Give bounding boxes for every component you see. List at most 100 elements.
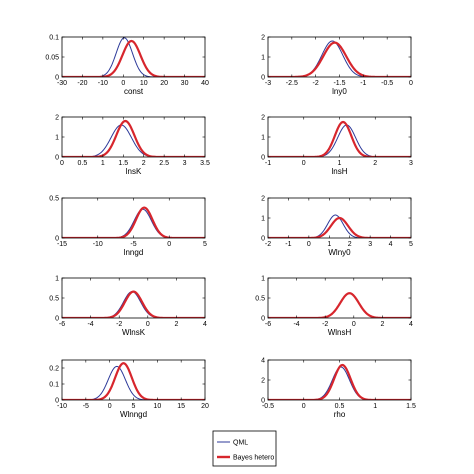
x-tick-label: 0	[121, 80, 125, 87]
x-tick-label: 0	[167, 241, 171, 248]
x-tick-label: -5	[130, 241, 136, 248]
plot-frame	[267, 116, 412, 158]
y-tick-label: 2	[261, 378, 265, 385]
y-tick-label: 0	[261, 398, 265, 405]
x-tick-label: 40	[201, 80, 209, 87]
plot-frame	[61, 197, 206, 239]
series-line-qml	[62, 37, 205, 77]
y-tick-label: 0	[55, 236, 59, 243]
series-line-bayes-hetero	[268, 363, 411, 400]
y-tick-label: 2	[261, 35, 265, 42]
plot-frame	[267, 36, 412, 78]
y-tick-label: 0.2	[49, 366, 59, 373]
x-tick-label: 0	[146, 321, 150, 328]
x-tick-label: 3	[409, 160, 413, 167]
series-line-bayes-hetero	[62, 290, 205, 318]
x-axis-label: Wlny0	[328, 248, 351, 257]
x-axis-label: WlnsK	[122, 328, 146, 337]
x-axis-label: const	[124, 87, 144, 96]
x-tick-label: 3	[368, 241, 372, 248]
x-tick-label: -30	[57, 80, 67, 87]
y-tick-label: 2	[261, 196, 265, 203]
x-tick-label: 2	[373, 160, 377, 167]
x-tick-label: 10	[140, 80, 148, 87]
x-tick-label: -0.5	[262, 403, 274, 410]
x-tick-label: 1	[338, 160, 342, 167]
y-tick-label: 0.05	[45, 55, 59, 62]
y-tick-label: 4	[261, 358, 265, 365]
x-tick-label: 3.5	[200, 160, 210, 167]
x-tick-label: 0	[409, 80, 413, 87]
panel-lnngd: -15 -10 -5 0 5 0 0.5 lnngd	[49, 196, 207, 258]
x-tick-label: -2.5	[286, 80, 298, 87]
x-tick-label: 4	[389, 241, 393, 248]
x-tick-label: -4	[87, 321, 93, 328]
x-tick-label: 0	[302, 160, 306, 167]
x-tick-label: 2	[174, 321, 178, 328]
series-group	[268, 214, 411, 238]
series-group	[62, 37, 205, 77]
series-line-bayes-hetero	[268, 216, 411, 238]
series-line-qml	[62, 208, 205, 238]
plot-frame	[267, 277, 412, 319]
x-tick-label: -20	[77, 80, 87, 87]
series-line-bayes-hetero	[62, 39, 205, 77]
series-group	[268, 120, 411, 157]
x-tick-label: 3	[183, 160, 187, 167]
y-tick-label: 0	[55, 398, 59, 405]
x-axis-label: lnsK	[126, 167, 142, 176]
y-tick-label: 1	[261, 55, 265, 62]
series-group	[268, 363, 411, 400]
y-tick-label: 0.5	[49, 296, 59, 303]
legend-label-qml: QML	[233, 440, 248, 447]
x-tick-label: 0	[302, 403, 306, 410]
x-tick-label: -5	[83, 403, 89, 410]
legend-box	[212, 430, 277, 467]
y-tick-label: 0	[261, 316, 265, 323]
x-tick-label: 1	[327, 241, 331, 248]
x-axis-label: lnngd	[124, 248, 144, 257]
x-tick-label: -10	[93, 241, 103, 248]
x-tick-label: -2	[322, 321, 328, 328]
series-line-bayes-hetero	[268, 120, 411, 157]
x-tick-label: 4	[409, 321, 413, 328]
x-tick-label: -2	[313, 80, 319, 87]
y-tick-label: 1	[261, 276, 265, 283]
x-tick-label: 5	[132, 403, 136, 410]
panel-const: -30 -20 -10 0 10 20 30 40 0 0.05 0.1 const	[45, 35, 209, 97]
x-tick-label: 15	[177, 403, 185, 410]
y-tick-label: 1	[261, 216, 265, 223]
y-tick-label: 0.5	[49, 196, 59, 203]
y-tick-label: 0	[55, 155, 59, 162]
x-tick-label: -2	[265, 241, 271, 248]
series-group	[268, 292, 411, 318]
series-group	[62, 119, 205, 157]
y-tick-label: 0.1	[49, 382, 59, 389]
x-tick-label: 20	[201, 403, 209, 410]
x-tick-label: -2	[116, 321, 122, 328]
x-tick-label: 2	[380, 321, 384, 328]
x-axis-label: lny0	[332, 87, 347, 96]
x-tick-label: 0.5	[78, 160, 88, 167]
x-tick-label: 30	[181, 80, 189, 87]
series-line-bayes-hetero	[62, 362, 205, 400]
x-tick-label: -10	[57, 403, 67, 410]
y-tick-label: 0	[261, 75, 265, 82]
series-line-qml	[268, 124, 411, 157]
y-tick-label: 0.5	[255, 296, 265, 303]
series-line-qml	[62, 124, 205, 157]
x-tick-label: 0	[307, 241, 311, 248]
series-line-bayes-hetero	[268, 292, 411, 318]
series-group	[62, 290, 205, 318]
panel-wlnngd: -10 -5 0 5 10 15 20 0 0.1 0.2 Wlnngd	[49, 359, 209, 419]
y-tick-label: 1	[261, 135, 265, 142]
x-tick-label: 2.5	[159, 160, 169, 167]
x-tick-label: -1	[360, 80, 366, 87]
x-tick-label: 1.5	[406, 403, 416, 410]
y-tick-label: 2	[55, 115, 59, 122]
